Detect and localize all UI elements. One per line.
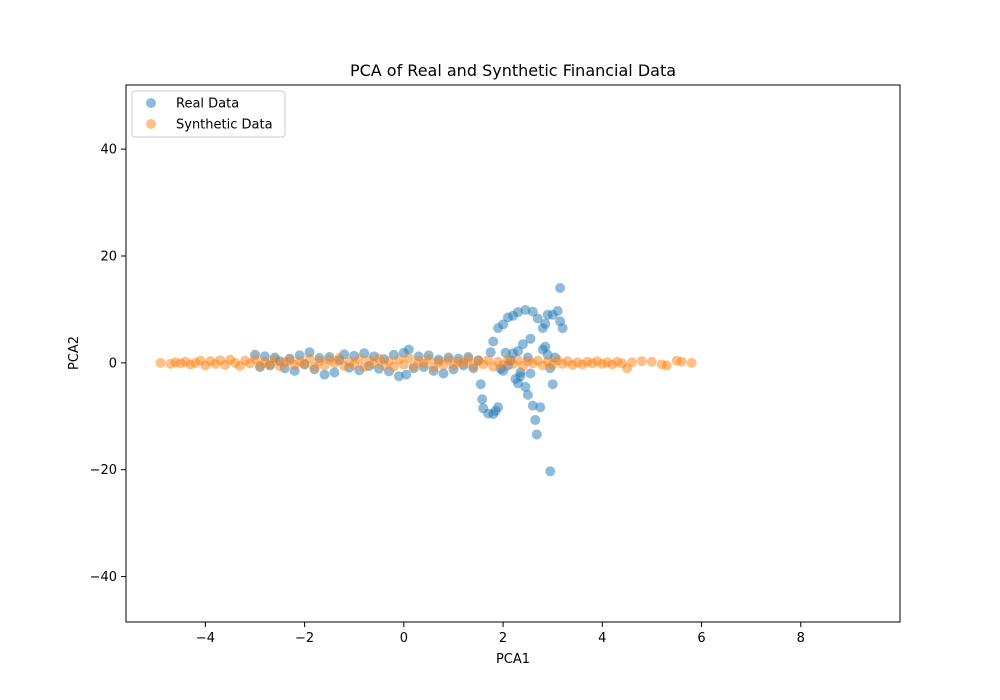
data-point [403,344,414,355]
data-point [522,389,533,400]
data-point [547,379,558,390]
x-tick-label: 2 [499,631,507,646]
data-point [477,394,488,405]
x-tick-label: −2 [295,631,314,646]
legend-marker-synthetic [146,119,156,129]
data-point [557,323,568,334]
data-point [540,318,551,329]
data-point [423,354,434,365]
data-point [463,354,474,365]
data-point [530,415,541,425]
data-point [485,347,496,358]
data-point [498,319,509,330]
data-point [401,369,412,380]
x-axis-label: PCA1 [496,652,530,667]
x-tick-label: 0 [400,631,408,646]
legend-label-synthetic: Synthetic Data [176,118,273,133]
data-point [537,344,548,355]
y-tick-label: 0 [109,356,117,371]
data-point [527,400,538,411]
data-point [374,353,384,364]
data-point [646,356,657,367]
data-point [555,283,566,293]
data-point [493,402,504,413]
x-tick-label: 4 [598,631,606,646]
y-tick-label: −40 [90,570,117,585]
data-point [627,357,638,368]
x-axis-ticks: −4 −2 0 2 4 6 8 [196,622,805,646]
data-point [676,356,687,367]
y-tick-label: 20 [100,249,117,264]
data-point [403,353,414,363]
plot-frame [125,84,901,623]
data-point [517,339,528,350]
data-point [475,379,486,390]
data-point [304,353,315,364]
data-point [525,333,536,344]
legend-label-real: Real Data [176,97,239,112]
data-point [545,466,556,477]
points-layer [155,283,697,477]
data-point [354,354,365,365]
data-point [155,357,166,368]
data-point [686,357,697,368]
data-point [531,429,542,440]
legend-box [131,90,286,138]
series-synthetic [155,353,697,374]
data-point [438,368,449,379]
y-axis-label: PCA2 [67,336,82,370]
x-tick-label: 8 [797,631,805,646]
data-point [637,356,647,367]
data-point [488,336,499,347]
data-point [661,360,672,371]
chart-title: PCA of Real and Synthetic Financial Data [350,61,676,80]
data-point [388,361,399,372]
data-point [532,313,543,324]
data-point [513,346,523,357]
x-tick-label: −4 [196,631,215,646]
data-point [334,353,345,363]
data-point [329,367,340,378]
data-point [535,402,546,413]
y-tick-label: −20 [90,463,117,478]
data-point [527,306,538,317]
x-tick-label: 6 [697,631,705,646]
data-point [319,369,330,380]
data-point [525,368,536,379]
data-point [359,362,370,373]
legend: Real Data Synthetic Data [131,90,286,138]
data-point [552,306,563,316]
y-axis-ticks: −40 −20 0 20 40 [90,143,126,585]
y-tick-label: 40 [100,143,117,158]
legend-marker-real [146,98,156,108]
data-point [520,381,531,392]
